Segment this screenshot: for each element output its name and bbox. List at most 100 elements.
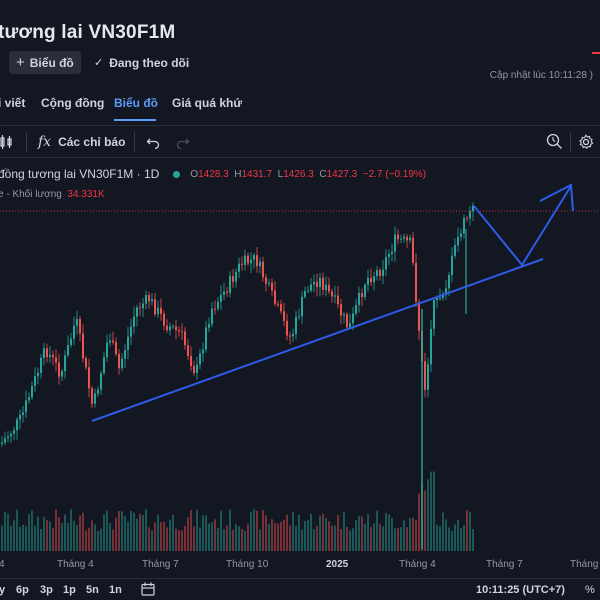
candle — [172, 326, 174, 328]
volume-bar — [469, 511, 471, 551]
candle — [406, 236, 408, 241]
volume-bar — [430, 471, 432, 551]
tab-community[interactable]: Cộng đồng — [41, 96, 105, 110]
volume-bar — [418, 493, 420, 551]
arrow-path — [473, 185, 572, 267]
volume-bar — [373, 523, 375, 551]
candle — [334, 295, 336, 297]
candle — [211, 308, 213, 325]
volume-bar — [433, 471, 435, 551]
candle — [451, 255, 453, 275]
volume-bar — [163, 521, 165, 551]
follow-button[interactable]: ✓ Đang theo dõi — [94, 51, 189, 74]
volume-bar — [346, 526, 348, 551]
volume-bar — [247, 524, 249, 551]
volume-bar — [13, 520, 15, 551]
range-button[interactable]: 1p — [63, 584, 76, 596]
range-button[interactable]: 6p — [16, 584, 29, 596]
trend-line — [91, 258, 544, 422]
candle — [22, 412, 24, 415]
calendar-icon[interactable] — [141, 582, 155, 599]
tab-history[interactable]: Giá quá khứ — [172, 96, 243, 110]
candle — [187, 345, 189, 356]
candle — [358, 292, 360, 305]
candle — [325, 284, 327, 291]
candle — [160, 307, 162, 314]
time-tick: 4 — [0, 559, 5, 570]
chart-button[interactable]: + Biểu đồ — [9, 51, 81, 74]
chart-area[interactable]: đồng tương lai VN30F1M · 1D O1428.3 H143… — [0, 159, 600, 577]
volume-bar — [169, 519, 171, 551]
price-chart[interactable] — [0, 159, 600, 555]
volume-bar — [118, 511, 120, 551]
volume-bar — [385, 513, 387, 551]
redo-icon[interactable] — [176, 126, 190, 157]
volume-bar — [136, 518, 138, 551]
volume-bar — [457, 519, 459, 551]
volume-bar — [190, 510, 192, 551]
candle — [184, 331, 186, 346]
candle — [31, 386, 33, 398]
volume-bar — [79, 515, 81, 551]
volume-bar — [205, 515, 207, 551]
volume-bar — [400, 527, 402, 551]
volume-bar — [178, 530, 180, 551]
function-icon: fx — [38, 133, 52, 150]
volume-bar — [442, 512, 444, 551]
undo-icon[interactable] — [146, 126, 160, 157]
candle — [109, 340, 111, 343]
volume-bar — [148, 527, 150, 551]
volume-bar — [226, 525, 228, 551]
volume-bar — [328, 521, 330, 551]
candle — [55, 357, 57, 363]
candle — [391, 251, 393, 254]
volume-bar — [166, 527, 168, 551]
volume-bar — [217, 527, 219, 551]
candle — [376, 270, 378, 277]
candle — [40, 357, 42, 373]
volume-bar — [277, 523, 279, 551]
candle — [169, 326, 171, 331]
volume-bar — [175, 528, 177, 551]
percent-toggle[interactable]: % — [585, 584, 595, 596]
gear-icon[interactable] — [578, 126, 594, 157]
range-button[interactable]: 5n — [86, 584, 99, 596]
candle — [10, 433, 12, 437]
volume-bar — [340, 528, 342, 551]
candle — [304, 290, 306, 297]
clock-timezone[interactable]: 10:11:25 (UTC+7) — [476, 584, 565, 596]
candle — [253, 255, 255, 260]
candle — [217, 301, 219, 309]
volume-bar — [133, 512, 135, 551]
volume-bar — [100, 528, 102, 551]
candle — [265, 277, 267, 284]
time-axis[interactable]: 4 Tháng 4 Tháng 7 Tháng 10 2025 Tháng 4 … — [0, 555, 600, 577]
indicators-button[interactable]: fx Các chỉ báo — [38, 126, 125, 157]
volume-bar — [145, 509, 147, 551]
tab-chart[interactable]: Biểu đồ — [114, 96, 158, 110]
volume-bar — [238, 526, 240, 551]
tab-posts[interactable]: i viết — [0, 96, 26, 110]
range-button[interactable]: y — [0, 584, 6, 596]
tab-bar: i viết Cộng đồng Biểu đồ Giá quá khứ — [0, 88, 600, 122]
candle — [331, 291, 333, 297]
candle — [67, 345, 69, 356]
volume-bar — [208, 523, 210, 551]
candle-type-icon[interactable] — [0, 126, 14, 157]
indicators-label: Các chỉ báo — [58, 134, 126, 149]
candle — [163, 313, 165, 326]
range-button[interactable]: 1n — [109, 584, 122, 596]
volume-bar — [292, 511, 294, 551]
candle — [268, 282, 270, 284]
range-button[interactable]: 3p — [40, 584, 53, 596]
volume-bar — [361, 516, 363, 551]
volume-bar — [70, 509, 72, 551]
candle — [97, 389, 99, 394]
volume-bar — [367, 514, 369, 551]
volume-bar — [274, 523, 276, 551]
candle — [349, 323, 351, 328]
quick-search-icon[interactable] — [546, 126, 563, 157]
candle — [463, 218, 465, 234]
check-icon: ✓ — [94, 57, 104, 69]
volume-bar — [235, 524, 237, 551]
